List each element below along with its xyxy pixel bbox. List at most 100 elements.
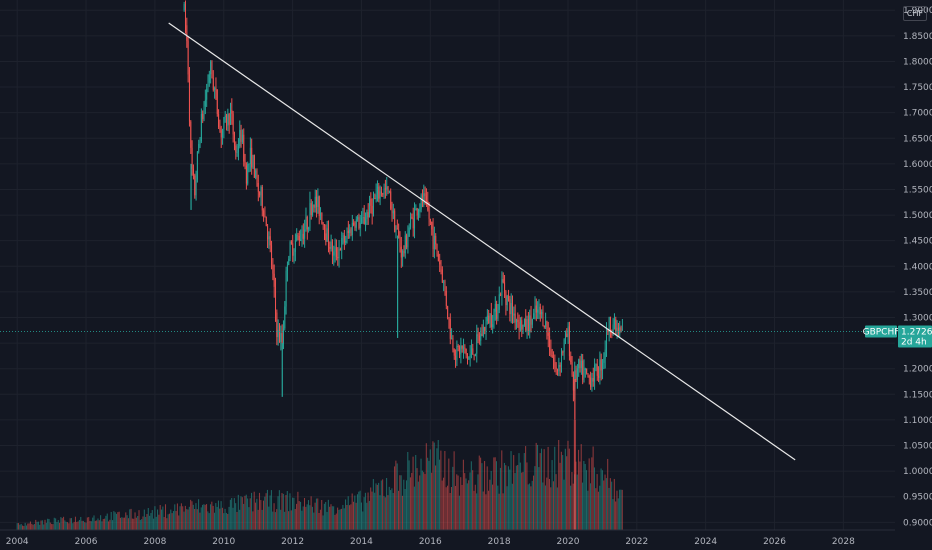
volume-bar: [388, 486, 390, 530]
time-axis[interactable]: 2004 2006 2008 2010 2012 2014 2016 2018 2020 2022…: [0, 529, 895, 547]
volume-bar: [311, 506, 313, 530]
volume-bar: [522, 471, 524, 530]
candle-body: [264, 216, 266, 218]
candle-body: [579, 359, 581, 369]
candle-body: [212, 77, 214, 90]
candle-body: [208, 74, 210, 83]
candle-body: [519, 320, 521, 331]
trendline-layer[interactable]: [168, 22, 796, 461]
volume-bar: [537, 444, 539, 530]
volume-bar: [376, 484, 378, 530]
volume-bar: [171, 513, 173, 530]
candle-body: [293, 251, 295, 256]
candle-body: [595, 364, 597, 366]
volume-bar: [374, 492, 376, 530]
candle-body: [366, 212, 368, 220]
volume-bar: [278, 490, 280, 530]
volume-bar: [572, 483, 574, 530]
volume-bar: [72, 523, 74, 530]
candle-body: [218, 113, 220, 128]
candle-body: [550, 350, 552, 355]
x-tick-label: 2024: [694, 537, 717, 547]
volume-bar: [433, 442, 435, 530]
volume-bar: [352, 501, 355, 530]
candle-body: [542, 311, 544, 326]
candle-body: [543, 325, 545, 327]
volume-bar: [35, 519, 37, 530]
volume-bar: [322, 515, 324, 530]
candle-body: [583, 369, 585, 380]
volume-bar: [41, 520, 43, 530]
candle-body: [478, 335, 480, 341]
candle-body: [245, 165, 247, 184]
volume-bar: [478, 455, 480, 530]
candle-body: [498, 294, 500, 310]
volume-bar: [396, 463, 398, 530]
candle-body: [600, 359, 602, 371]
candle-body: [261, 186, 263, 211]
volume-bar: [49, 522, 51, 530]
volume-bar: [160, 509, 163, 530]
candle-body: [418, 211, 420, 216]
volume-bars: [16, 420, 623, 530]
candle-body: [320, 212, 322, 217]
volume-bar: [476, 493, 478, 530]
candle-body: [493, 311, 495, 325]
candle-body: [286, 265, 288, 271]
volume-bar: [139, 519, 141, 530]
volume-bar: [167, 514, 169, 530]
volume-bar: [429, 449, 431, 530]
volume-bar: [202, 504, 204, 530]
volume-bar: [305, 506, 307, 530]
candle-body: [251, 147, 253, 168]
candle-body: [285, 270, 287, 307]
candle-body: [312, 205, 314, 215]
volume-bar: [245, 494, 247, 530]
candle-body: [204, 99, 206, 107]
volume-bar: [334, 514, 336, 530]
volume-bar: [74, 516, 76, 530]
candle-body: [402, 250, 404, 258]
volume-bar: [554, 446, 556, 530]
descending-trendline[interactable]: [168, 22, 796, 461]
candle-body: [280, 333, 282, 342]
candle-body: [382, 193, 384, 195]
volume-bar: [513, 455, 515, 530]
volume-bar: [339, 509, 341, 530]
volume-bar: [174, 504, 176, 530]
volume-bar: [595, 488, 597, 530]
candle-body: [211, 61, 213, 78]
volume-bar: [296, 503, 298, 530]
candle-body: [514, 313, 516, 323]
volume-bar: [383, 495, 385, 530]
volume-bar: [439, 459, 441, 530]
candle-body: [207, 82, 209, 90]
volume-bar: [446, 485, 449, 530]
candle-body: [481, 333, 483, 337]
candle-body: [588, 376, 590, 378]
candle-body: [521, 320, 523, 330]
candle-body: [236, 151, 238, 153]
volume-bar: [276, 509, 278, 530]
volume-bar: [407, 451, 409, 530]
candle-body: [476, 334, 478, 354]
volume-bar: [346, 504, 348, 530]
volume-bar: [363, 497, 365, 530]
volume-bar: [400, 475, 402, 530]
volume-bar: [212, 505, 214, 530]
volume-bar: [262, 500, 264, 530]
x-tick-label: 2008: [143, 537, 166, 547]
candle-body: [576, 368, 578, 381]
candle-body: [228, 114, 230, 125]
volume-bar: [138, 510, 140, 530]
volume-bar: [153, 518, 155, 530]
volume-bar: [591, 457, 593, 530]
candle-body: [353, 222, 355, 226]
volume-bar: [468, 480, 470, 530]
candle-body: [534, 305, 536, 314]
volume-bar: [562, 455, 564, 530]
volume-bar: [599, 485, 601, 530]
volume-bar: [282, 493, 284, 530]
